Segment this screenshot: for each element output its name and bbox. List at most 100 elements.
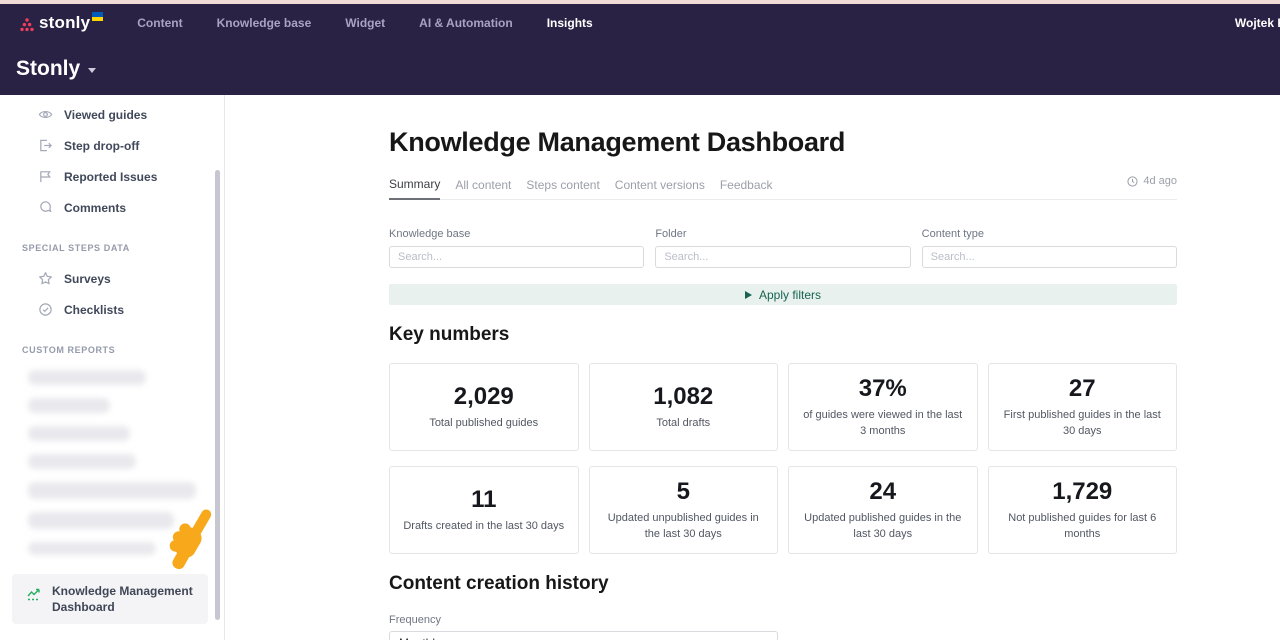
comment-icon [38, 200, 53, 215]
frequency-label: Frequency [389, 614, 441, 626]
filters-row: Knowledge base Folder Content type [389, 228, 1177, 268]
stat-card-updated-unpublished-30-days: 5 Updated unpublished guides in the last… [588, 466, 778, 554]
redacted-report-row[interactable] [28, 426, 130, 441]
nav-item-widget[interactable]: Widget [345, 16, 386, 30]
redacted-report-row[interactable] [28, 482, 196, 499]
stat-value: 2,029 [453, 382, 514, 410]
flag-icon [38, 169, 53, 184]
sidebar-item-viewed-guides[interactable]: Viewed guides [0, 99, 224, 130]
top-nav-items: Content Knowledge base Widget AI & Autom… [137, 16, 592, 30]
stat-label: Updated published guides in the last 30 … [804, 512, 962, 540]
chevron-down-icon [759, 636, 770, 640]
stat-label: Total published guides [429, 416, 539, 429]
workspace-bar: Stonly [0, 42, 1280, 95]
sidebar-item-surveys[interactable]: Surveys [0, 263, 224, 294]
workspace-switcher[interactable]: Stonly [16, 56, 81, 80]
last-updated-text: 4d ago [1143, 175, 1177, 187]
redacted-report-row[interactable] [28, 454, 136, 469]
stonly-logo[interactable]: stonly [20, 12, 104, 33]
tab-feedback[interactable]: Feedback [719, 178, 773, 192]
chevron-down-icon [88, 68, 97, 73]
nav-item-insights[interactable]: Insights [546, 16, 593, 30]
tab-steps-content[interactable]: Steps content [526, 178, 600, 192]
sidebar-item-label: Reported Issues [64, 169, 158, 184]
browser-top-strip [0, 0, 1280, 4]
stat-label: Not published guides for last 6 months [1008, 512, 1157, 540]
stat-card-not-published-6-months: 1,729 Not published guides for last 6 mo… [987, 466, 1177, 554]
stat-card-guides-viewed-3-months: 37% of guides were viewed in the last 3 … [788, 363, 978, 451]
sidebar-item-label: Surveys [64, 271, 111, 286]
ukraine-flag-icon [92, 12, 104, 21]
sidebar-item-label: Viewed guides [64, 107, 148, 122]
stonly-logo-icon [20, 17, 34, 33]
check-circle-icon [38, 302, 53, 317]
filter-label-knowledge-base: Knowledge base [389, 228, 471, 240]
sidebar-item-step-drop-off[interactable]: Step drop-off [0, 130, 224, 161]
redacted-report-row[interactable] [28, 512, 174, 529]
top-navigation-bar: stonly Content Knowledge base Widget AI … [0, 4, 1280, 42]
nav-item-knowledge-base[interactable]: Knowledge base [216, 16, 312, 30]
nav-item-ai-automation[interactable]: AI & Automation [419, 16, 513, 30]
stat-value: 11 [471, 485, 497, 513]
redacted-report-row[interactable] [28, 370, 146, 385]
sidebar-item-label: Step drop-off [64, 138, 140, 153]
stat-label: of guides were viewed in the last 3 mont… [803, 409, 963, 437]
star-icon [38, 271, 53, 286]
key-numbers-heading: Key numbers [389, 324, 510, 345]
sidebar-section-custom-reports: CUSTOM REPORTS [22, 345, 116, 355]
stat-value: 37% [858, 375, 907, 403]
trend-chart-icon [26, 586, 42, 602]
redacted-report-row[interactable] [28, 542, 156, 555]
nav-item-content[interactable]: Content [137, 16, 183, 30]
apply-filters-button[interactable]: Apply filters [389, 284, 1177, 305]
user-menu[interactable]: Wojtek K [1234, 16, 1280, 30]
stat-value: 1,082 [653, 382, 714, 410]
apply-filters-label: Apply filters [758, 287, 822, 302]
step-out-icon [38, 138, 53, 153]
content-type-search-input[interactable] [921, 246, 1177, 268]
tab-all-content[interactable]: All content [455, 178, 512, 192]
sidebar-item-checklists[interactable]: Checklists [0, 294, 224, 325]
stat-label: First published guides in the last 30 da… [1003, 409, 1161, 437]
stat-card-drafts-created-30-days: 11 Drafts created in the last 30 days [389, 466, 579, 554]
stat-card-total-published-guides: 2,029 Total published guides [389, 363, 579, 451]
stat-label: Updated unpublished guides in the last 3… [607, 512, 759, 540]
tab-summary[interactable]: Summary [389, 177, 441, 200]
stat-card-updated-published-30-days: 24 Updated published guides in the last … [788, 466, 978, 554]
eye-icon [38, 107, 53, 122]
sidebar-item-label: Knowledge Management Dashboard [52, 584, 193, 615]
sidebar-item-label: Checklists [64, 302, 125, 317]
sidebar-section-special-steps-data: SPECIAL STEPS DATA [22, 243, 130, 253]
sidebar-item-comments[interactable]: Comments [0, 192, 224, 223]
stat-card-first-published-30-days: 27 First published guides in the last 30… [987, 363, 1177, 451]
clock-icon [1127, 175, 1138, 187]
stonly-wordmark: stonly [39, 13, 91, 32]
content-creation-history-heading: Content creation history [389, 573, 609, 594]
sidebar-item-knowledge-management-dashboard[interactable]: Knowledge Management Dashboard [12, 574, 208, 625]
sidebar-item-reported-issues[interactable]: Reported Issues [0, 161, 224, 192]
tab-content-versions[interactable]: Content versions [614, 178, 705, 192]
filter-label-content-type: Content type [921, 228, 985, 240]
stat-value: 24 [869, 478, 897, 506]
insights-sidebar: Viewed guides Step drop-off Reported Iss… [0, 95, 225, 640]
sidebar-item-label: Comments [64, 200, 127, 215]
stat-value: 5 [676, 478, 690, 506]
stat-value: 27 [1068, 375, 1096, 403]
frequency-select[interactable]: Monthly [389, 631, 778, 640]
play-icon [744, 290, 752, 299]
last-updated-badge: 4d ago [1127, 175, 1177, 187]
stat-label: Drafts created in the last 30 days [403, 519, 565, 532]
stat-value: 1,729 [1052, 478, 1113, 506]
frequency-selected-value: Monthly [399, 636, 441, 640]
redacted-report-row[interactable] [28, 398, 110, 413]
stat-card-total-drafts: 1,082 Total drafts [588, 363, 778, 451]
stat-label: Total drafts [656, 416, 711, 429]
folder-search-input[interactable] [655, 246, 911, 268]
filter-label-folder: Folder [655, 228, 687, 240]
knowledge-base-search-input[interactable] [389, 246, 645, 268]
key-numbers-grid: 2,029 Total published guides 1,082 Total… [389, 363, 1177, 554]
custom-reports-redacted-list [28, 370, 208, 568]
main-panel: Knowledge Management Dashboard Summary A… [225, 95, 1280, 640]
sidebar-scrollbar[interactable] [215, 170, 220, 620]
dashboard-tabs: Summary All content Steps content Conten… [389, 175, 1177, 200]
